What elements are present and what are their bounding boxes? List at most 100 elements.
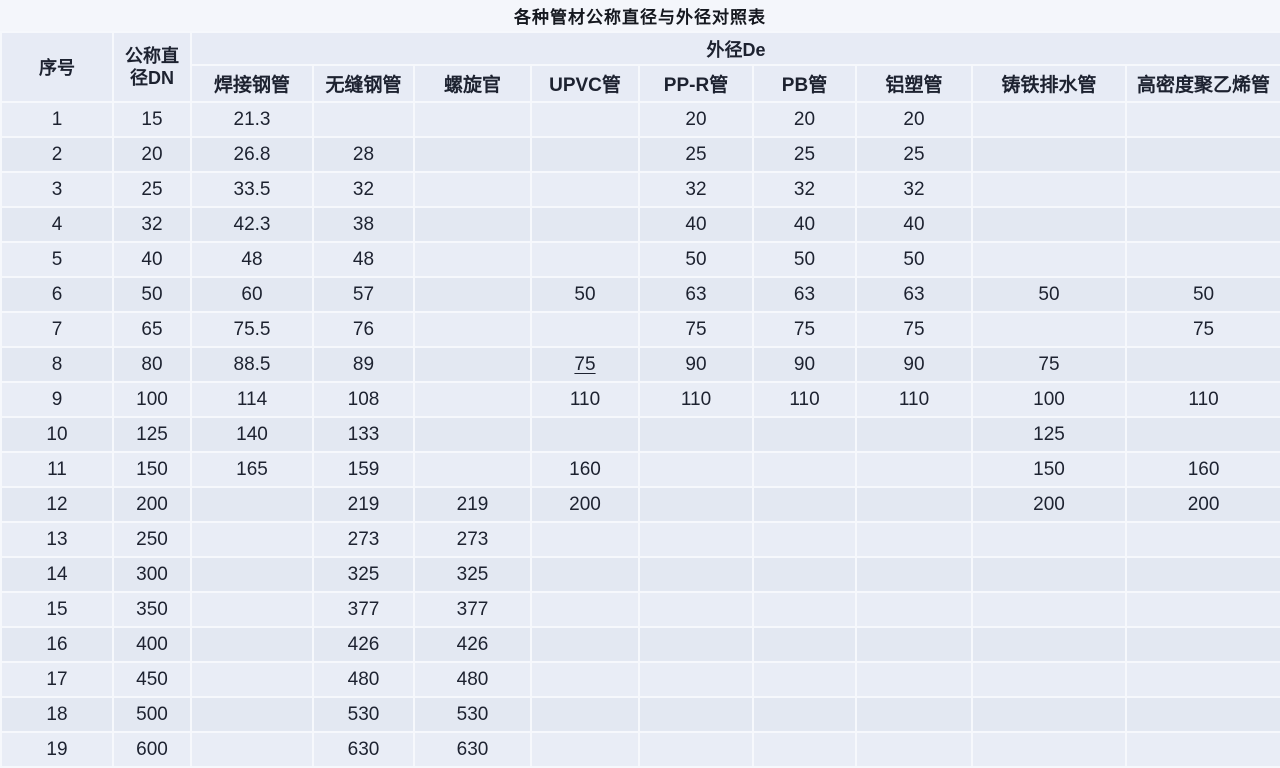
dn-cell: 250 bbox=[112, 521, 192, 558]
value-cell bbox=[855, 591, 973, 628]
value-cell bbox=[312, 101, 415, 138]
value-cell: 75 bbox=[1124, 311, 1280, 348]
value-cell bbox=[190, 591, 314, 628]
value-cell bbox=[1124, 626, 1280, 663]
dn-cell: 450 bbox=[112, 661, 192, 698]
seq-cell: 4 bbox=[0, 206, 114, 243]
value-cell bbox=[855, 731, 973, 768]
table-row: 8 80 88.5 89 75 90 90 90 75 bbox=[0, 346, 1280, 383]
dn-cell: 25 bbox=[112, 171, 192, 208]
value-cell: 50 bbox=[971, 276, 1127, 313]
dn-cell: 32 bbox=[112, 206, 192, 243]
value-cell bbox=[971, 731, 1127, 768]
column-header: UPVC管 bbox=[530, 64, 640, 103]
value-cell: 63 bbox=[855, 276, 973, 313]
value-cell: 75 bbox=[530, 346, 640, 383]
value-cell: 50 bbox=[530, 276, 640, 313]
dn-cell: 80 bbox=[112, 346, 192, 383]
value-cell bbox=[971, 206, 1127, 243]
table-row: 7 65 75.5 76 75 75 75 75 bbox=[0, 311, 1280, 348]
value-cell bbox=[413, 311, 532, 348]
value-cell: 325 bbox=[413, 556, 532, 593]
seq-cell: 3 bbox=[0, 171, 114, 208]
value-cell bbox=[190, 731, 314, 768]
seq-cell: 12 bbox=[0, 486, 114, 523]
seq-cell: 9 bbox=[0, 381, 114, 418]
dn-cell: 400 bbox=[112, 626, 192, 663]
value-cell bbox=[971, 101, 1127, 138]
column-header: 铸铁排水管 bbox=[971, 64, 1127, 103]
value-cell bbox=[1124, 731, 1280, 768]
value-cell bbox=[638, 661, 754, 698]
value-cell: 630 bbox=[312, 731, 415, 768]
dn-cell: 200 bbox=[112, 486, 192, 523]
value-cell: 160 bbox=[1124, 451, 1280, 488]
page-title: 各种管材公称直径与外径对照表 bbox=[0, 0, 1280, 31]
value-cell: 60 bbox=[190, 276, 314, 313]
header-pipes-row: 焊接钢管 无缝钢管 螺旋官 UPVC管 PP-R管 PB管 铝塑管 铸铁排水管 高密度聚乙烯管 bbox=[1, 64, 1280, 103]
dn-cell: 300 bbox=[112, 556, 192, 593]
value-cell bbox=[971, 626, 1127, 663]
value-cell: 110 bbox=[855, 381, 973, 418]
value-cell bbox=[855, 626, 973, 663]
column-header: 焊接钢管 bbox=[190, 64, 314, 103]
value-cell: 75 bbox=[752, 311, 857, 348]
value-cell: 25 bbox=[855, 136, 973, 173]
value-cell bbox=[855, 486, 973, 523]
value-cell: 90 bbox=[638, 346, 754, 383]
value-cell bbox=[530, 661, 640, 698]
value-cell bbox=[638, 416, 754, 453]
value-cell bbox=[752, 416, 857, 453]
value-cell bbox=[752, 661, 857, 698]
value-cell bbox=[1124, 416, 1280, 453]
value-cell: 480 bbox=[312, 661, 415, 698]
value-cell: 133 bbox=[312, 416, 415, 453]
value-cell bbox=[855, 451, 973, 488]
value-cell bbox=[1124, 171, 1280, 208]
value-cell bbox=[1124, 136, 1280, 173]
value-cell bbox=[855, 521, 973, 558]
column-header: 无缝钢管 bbox=[312, 64, 415, 103]
value-cell bbox=[413, 451, 532, 488]
value-cell bbox=[530, 626, 640, 663]
value-cell: 75.5 bbox=[190, 311, 314, 348]
value-cell bbox=[855, 556, 973, 593]
value-cell bbox=[971, 556, 1127, 593]
value-cell bbox=[752, 591, 857, 628]
value-cell: 200 bbox=[530, 486, 640, 523]
header-group-row: 序号 公称直径DN 外径De bbox=[0, 31, 1280, 103]
value-cell: 325 bbox=[312, 556, 415, 593]
column-header: 高密度聚乙烯管 bbox=[1124, 64, 1280, 103]
value-cell: 25 bbox=[752, 136, 857, 173]
dn-cell: 15 bbox=[112, 101, 192, 138]
value-cell: 75 bbox=[855, 311, 973, 348]
value-cell bbox=[1124, 591, 1280, 628]
value-cell bbox=[413, 416, 532, 453]
value-cell bbox=[1124, 206, 1280, 243]
value-cell bbox=[971, 521, 1127, 558]
table-body: 1 15 21.3 20 20 20 2 20 26.8 28 25 25 25 3 25 33.5 32 32 3… bbox=[0, 101, 1280, 768]
table-row: 15 350 377 377 bbox=[0, 591, 1280, 628]
value-cell bbox=[530, 591, 640, 628]
value-cell: 32 bbox=[752, 171, 857, 208]
value-cell: 219 bbox=[413, 486, 532, 523]
value-cell: 50 bbox=[752, 241, 857, 278]
dn-cell: 150 bbox=[112, 451, 192, 488]
dn-cell: 50 bbox=[112, 276, 192, 313]
header-dn-label: 公称直径DN bbox=[125, 45, 179, 89]
value-cell bbox=[752, 521, 857, 558]
table-row: 13 250 273 273 bbox=[0, 521, 1280, 558]
value-cell: 110 bbox=[1124, 381, 1280, 418]
value-cell: 20 bbox=[855, 101, 973, 138]
value-cell bbox=[530, 311, 640, 348]
value-cell: 89 bbox=[312, 346, 415, 383]
value-cell bbox=[530, 136, 640, 173]
header-outer-diameter: 外径De bbox=[189, 31, 1280, 66]
value-cell bbox=[971, 136, 1127, 173]
seq-cell: 10 bbox=[0, 416, 114, 453]
seq-cell: 7 bbox=[0, 311, 114, 348]
value-cell: 42.3 bbox=[190, 206, 314, 243]
value-cell bbox=[638, 556, 754, 593]
value-cell: 377 bbox=[312, 591, 415, 628]
value-cell: 630 bbox=[413, 731, 532, 768]
